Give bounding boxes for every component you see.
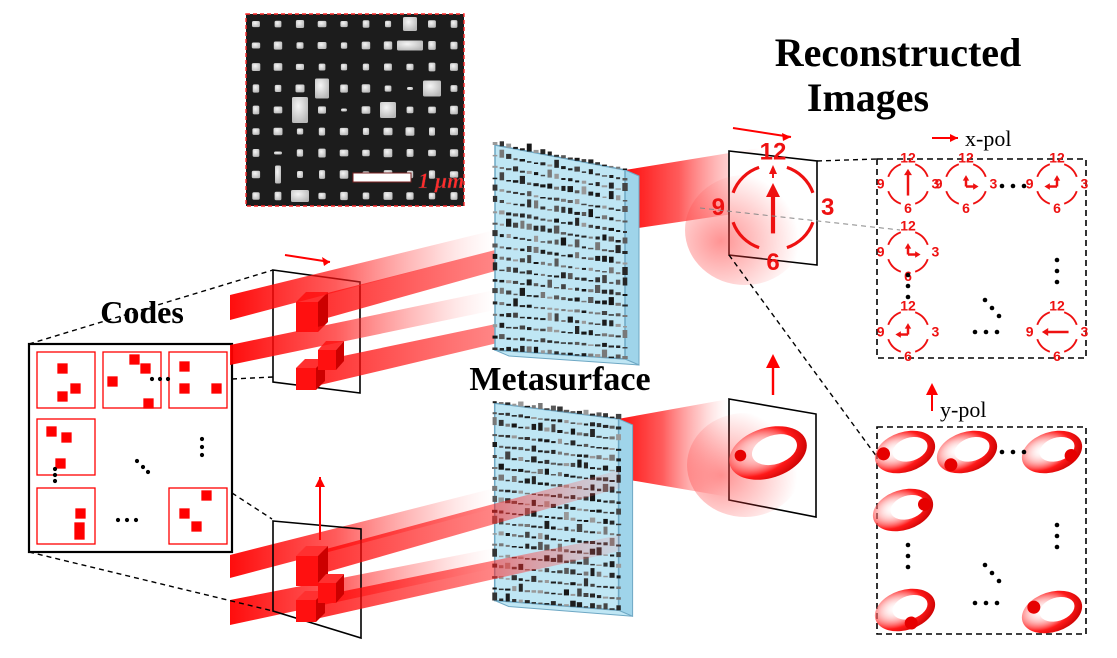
- svg-text:1 µm: 1 µm: [418, 168, 464, 193]
- svg-text:12: 12: [958, 150, 974, 166]
- svg-text:12: 12: [900, 298, 916, 314]
- svg-text:6: 6: [1053, 348, 1061, 364]
- svg-text:6: 6: [766, 249, 779, 276]
- svg-text:Images: Images: [807, 75, 929, 120]
- svg-text:Reconstructed: Reconstructed: [775, 30, 1022, 75]
- svg-text:3: 3: [990, 176, 998, 192]
- svg-text:3: 3: [821, 194, 834, 221]
- svg-text:6: 6: [1053, 200, 1061, 216]
- svg-text:Metasurface: Metasurface: [469, 361, 650, 398]
- svg-text:12: 12: [1049, 298, 1065, 314]
- svg-text:9: 9: [877, 324, 885, 340]
- svg-text:3: 3: [932, 324, 940, 340]
- svg-text:6: 6: [904, 348, 912, 364]
- svg-text:12: 12: [1049, 150, 1065, 166]
- svg-text:9: 9: [877, 176, 885, 192]
- svg-text:6: 6: [904, 200, 912, 216]
- svg-text:y-pol: y-pol: [940, 397, 986, 422]
- svg-text:9: 9: [1026, 324, 1034, 340]
- svg-text:3: 3: [1081, 176, 1089, 192]
- svg-text:9: 9: [935, 176, 943, 192]
- svg-text:12: 12: [760, 139, 787, 166]
- svg-text:x-pol: x-pol: [965, 126, 1011, 151]
- svg-text:12: 12: [900, 218, 916, 234]
- svg-text:12: 12: [900, 150, 916, 166]
- svg-text:Codes: Codes: [100, 294, 184, 330]
- svg-text:3: 3: [1081, 324, 1089, 340]
- svg-text:9: 9: [1026, 176, 1034, 192]
- svg-text:3: 3: [932, 244, 940, 260]
- svg-text:9: 9: [877, 244, 885, 260]
- svg-text:6: 6: [962, 200, 970, 216]
- svg-text:9: 9: [712, 194, 725, 221]
